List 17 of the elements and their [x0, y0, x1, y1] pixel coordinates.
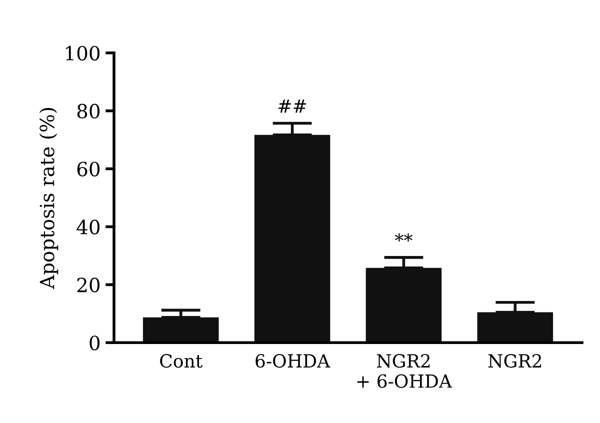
x-tick-label: Cont: [160, 354, 202, 368]
y-tick-label: 20: [77, 278, 100, 292]
x-tick-label: NGR2 + 6-OHDA: [357, 354, 452, 388]
bar: [477, 312, 554, 343]
y-tick-label: 0: [90, 336, 100, 350]
annotation: **: [394, 233, 412, 242]
bar: [142, 317, 219, 343]
y-tick-label: 60: [77, 162, 100, 176]
y-axis-title: Apoptosis rate (%): [39, 108, 58, 290]
bar: [254, 134, 330, 343]
y-tick-label: 100: [66, 46, 100, 61]
annotation: ##: [278, 100, 306, 113]
bar: [366, 268, 442, 343]
y-tick-label: 40: [76, 220, 100, 234]
y-tick-label: 80: [77, 104, 100, 118]
x-tick-label: 6-OHDA: [256, 354, 330, 368]
x-tick-label: NGR2: [488, 354, 542, 368]
